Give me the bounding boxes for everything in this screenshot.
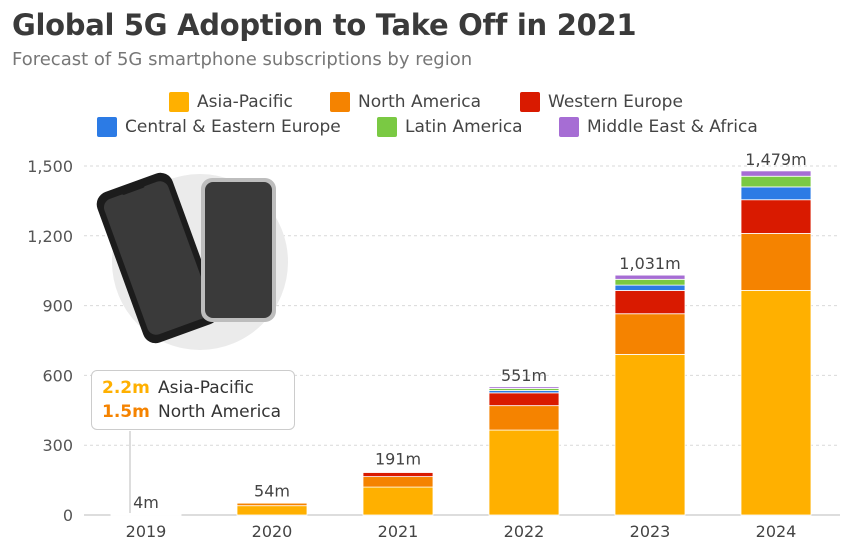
legend-label: Middle East & Africa <box>587 117 758 137</box>
bar-segment <box>614 274 686 280</box>
legend-label: Latin America <box>405 117 523 137</box>
legend-swatch <box>520 92 540 112</box>
bar-segment <box>614 354 686 516</box>
y-tick-label: 1,200 <box>27 227 73 246</box>
legend-item-north-america: North America <box>330 91 481 113</box>
bar-segment <box>110 513 182 516</box>
legend-item-asia-pacific: Asia-Pacific <box>169 91 293 113</box>
legend-item-latin-america: Latin America <box>377 116 523 138</box>
annotation-label: Asia-Pacific <box>158 378 254 398</box>
x-tick-label: 2024 <box>756 522 797 541</box>
legend-swatch <box>169 92 189 112</box>
bar-segment <box>740 290 812 516</box>
total-label: 54m <box>254 481 290 500</box>
y-tick-label: 900 <box>42 297 73 316</box>
y-tick-label: 300 <box>42 436 73 455</box>
legend-item-middle-east-africa: Middle East & Africa <box>559 116 758 138</box>
bar-segment <box>614 313 686 355</box>
bar-segment <box>740 170 812 177</box>
total-label: 1,479m <box>745 150 806 169</box>
smartphones-icon <box>96 172 288 350</box>
y-tick-label: 1,500 <box>27 157 73 176</box>
bar-segment <box>740 199 812 234</box>
legend-swatch <box>97 117 117 137</box>
annotation-box: 2.2m Asia-Pacific 1.5m North America <box>91 370 295 430</box>
bar-segment <box>488 386 560 389</box>
bar-segment <box>362 470 434 472</box>
bar-segment <box>488 429 560 516</box>
total-label: 551m <box>501 366 547 385</box>
bar-segment <box>740 233 812 291</box>
total-label: 4m <box>133 493 159 512</box>
bar-segment <box>236 502 308 504</box>
legend-label: Asia-Pacific <box>197 92 293 112</box>
legend-swatch <box>330 92 350 112</box>
y-tick-label: 0 <box>63 506 73 525</box>
legend-swatch <box>559 117 579 137</box>
x-tick-label: 2021 <box>378 522 419 541</box>
chart-title: Global 5G Adoption to Take Off in 2021 <box>12 8 637 42</box>
bar-segment <box>362 476 434 488</box>
bar-segment <box>236 505 308 516</box>
bar-segment <box>488 405 560 431</box>
x-tick-label: 2023 <box>630 522 671 541</box>
x-tick-label: 2019 <box>126 522 167 541</box>
legend-item-central-eastern-europe: Central & Eastern Europe <box>97 116 341 138</box>
total-label: 1,031m <box>619 254 680 273</box>
bar-segment <box>740 175 812 188</box>
bar-segment <box>614 278 686 286</box>
bar-segment <box>362 486 434 516</box>
x-tick-label: 2020 <box>252 522 293 541</box>
legend-item-western-europe: Western Europe <box>520 91 683 113</box>
bar-segment <box>614 290 686 315</box>
chart-subtitle: Forecast of 5G smartphone subscriptions … <box>12 49 473 70</box>
annotation-value: 2.2m <box>102 378 150 398</box>
legend-swatch <box>377 117 397 137</box>
annotation-row-north-america: 1.5m North America <box>102 402 281 422</box>
annotation-value: 1.5m <box>102 402 150 422</box>
bar-segment <box>740 186 812 201</box>
annotation-row-asia-pacific: 2.2m Asia-Pacific <box>102 378 254 398</box>
bar-segment <box>362 472 434 478</box>
legend-label: Western Europe <box>548 92 683 112</box>
x-tick-label: 2022 <box>504 522 545 541</box>
annotation-label: North America <box>158 402 282 422</box>
bar-segment <box>488 392 560 407</box>
legend-label: North America <box>358 92 482 112</box>
legend-label: Central & Eastern Europe <box>125 117 341 137</box>
y-tick-label: 600 <box>42 366 73 385</box>
total-label: 191m <box>375 450 421 469</box>
bar-segment <box>614 284 686 291</box>
